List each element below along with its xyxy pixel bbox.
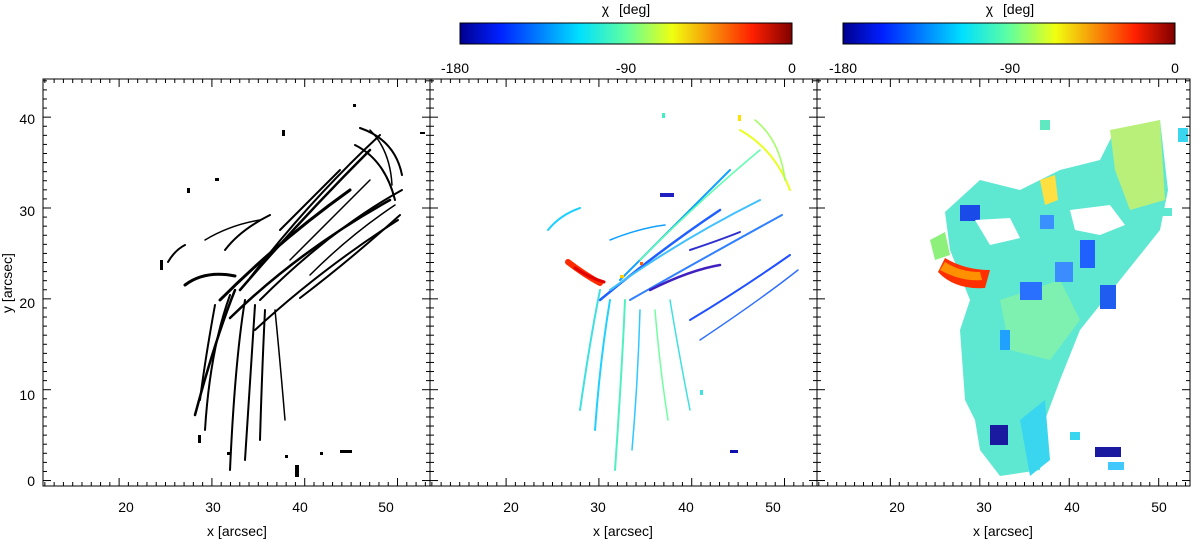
x-tick-label: 40 xyxy=(1064,499,1080,515)
x-tick-label: 40 xyxy=(678,499,694,515)
x-axis-title: x [arcsec] xyxy=(973,523,1033,539)
smoothed-orientation-image xyxy=(930,120,1188,476)
x-axis-title: x [arcsec] xyxy=(593,523,653,539)
ticks xyxy=(43,79,430,486)
colorbar-symbol: χ xyxy=(986,1,994,17)
y-tick-label: 10 xyxy=(19,387,35,403)
colorbar-tick-max: 0 xyxy=(1171,60,1179,76)
colorbar-symbol: χ xyxy=(602,1,610,17)
x-tick-labels: 20 30 40 50 xyxy=(118,499,394,515)
x-tick-label: 40 xyxy=(292,499,308,515)
y-axis-title: y [arcsec] xyxy=(0,253,15,313)
plot-frame xyxy=(816,78,1191,487)
x-tick-label: 50 xyxy=(378,499,394,515)
fibril-mask-image xyxy=(160,104,425,477)
colorbar-unit: [deg] xyxy=(619,1,650,17)
x-tick-label: 30 xyxy=(205,499,221,515)
colorbar-tick-max: 0 xyxy=(788,60,796,76)
colorbar-tick-min: -180 xyxy=(829,60,857,76)
panel-fibril-mask: 20 30 40 50 0 10 20 30 40 x [arcsec] y [… xyxy=(0,78,431,539)
y-tick-label: 0 xyxy=(27,473,35,489)
plot-frame xyxy=(429,78,818,487)
x-tick-label: 20 xyxy=(889,499,905,515)
x-tick-label: 50 xyxy=(765,499,781,515)
x-tick-labels: 20 30 40 50 xyxy=(503,499,781,515)
colorbar-unit: [deg] xyxy=(1003,1,1034,17)
x-tick-labels: 20 30 40 50 xyxy=(889,499,1167,515)
colorbar-gradient xyxy=(459,22,793,45)
colorbar-panel2: χ [deg] -180 -90 0 xyxy=(441,1,796,76)
y-tick-label: 30 xyxy=(19,203,35,219)
panel-smoothed-orientation: 20 30 40 50 x [arcsec] xyxy=(816,78,1191,539)
x-tick-label: 30 xyxy=(976,499,992,515)
y-tick-label: 20 xyxy=(19,295,35,311)
y-tick-labels: 0 10 20 30 40 xyxy=(19,111,35,489)
x-tick-label: 20 xyxy=(503,499,519,515)
ticks xyxy=(817,79,1190,486)
colorbar-tick-mid: -90 xyxy=(1000,60,1020,76)
x-tick-label: 30 xyxy=(590,499,606,515)
colorbar-panel3: χ [deg] -180 -90 0 xyxy=(829,1,1179,76)
colorbar-title-panel3: χ [deg] xyxy=(986,1,1034,17)
colorbar-tick-mid: -90 xyxy=(616,60,636,76)
x-axis-title: x [arcsec] xyxy=(207,523,267,539)
ticks xyxy=(430,79,817,486)
x-tick-label: 50 xyxy=(1151,499,1167,515)
y-tick-label: 40 xyxy=(19,111,35,127)
colorbar-tick-min: -180 xyxy=(441,60,469,76)
panel-fibril-orientation: 20 30 40 50 x [arcsec] xyxy=(429,78,818,539)
colorbar-title-panel2: χ [deg] xyxy=(602,1,650,17)
colorbar-gradient xyxy=(842,22,1176,45)
fibril-orientation-image xyxy=(547,113,799,471)
x-tick-label: 20 xyxy=(118,499,134,515)
